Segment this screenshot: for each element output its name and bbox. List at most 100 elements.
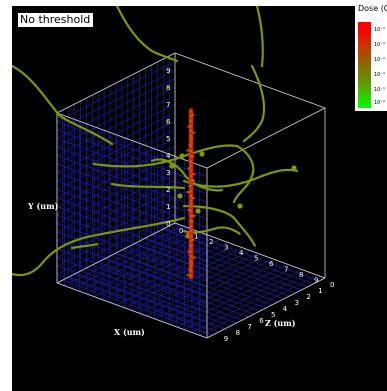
gridline <box>104 258 255 315</box>
secondary-track <box>255 6 264 68</box>
gridline <box>161 261 281 322</box>
primary-track-speckle <box>189 161 193 164</box>
gridline <box>56 163 208 220</box>
gridline <box>154 258 273 320</box>
primary-track <box>186 108 196 280</box>
gridline <box>56 129 208 186</box>
z-tick-label: 5 <box>271 311 275 319</box>
gridline <box>139 252 258 314</box>
y-tick-label: 1 <box>166 203 170 211</box>
track-node <box>237 203 243 209</box>
legend-color-bar <box>358 22 371 108</box>
primary-track-speckle <box>190 262 194 265</box>
primary-track-speckle <box>191 155 195 158</box>
secondary-track <box>12 64 114 146</box>
track-node <box>291 165 297 171</box>
x-tick-label: 7 <box>284 266 288 274</box>
secondary-tracks <box>12 6 299 277</box>
z-tick-label: 9 <box>224 335 228 343</box>
y-tick-label: 2 <box>166 186 170 194</box>
primary-track-speckle <box>191 113 195 116</box>
primary-track-speckle <box>190 137 194 140</box>
gridline <box>56 189 208 245</box>
primary-track-speckle <box>192 131 196 134</box>
primary-track-speckle <box>186 274 190 277</box>
x-tick-label: 1 <box>194 233 198 241</box>
box-edge <box>56 282 208 339</box>
secondary-track <box>12 216 186 277</box>
primary-track-speckle <box>189 119 193 122</box>
y-tick-label: 7 <box>166 101 170 109</box>
primary-track-speckle <box>189 203 193 205</box>
gridline <box>184 269 303 331</box>
legend-tick: 10⁻¹ <box>374 72 386 78</box>
z-tick-label: 7 <box>247 323 251 331</box>
secondary-track <box>232 144 255 204</box>
gridline <box>62 279 214 336</box>
primary-track-speckle <box>187 208 191 211</box>
z-tick-label: 4 <box>283 305 288 313</box>
legend-tick: 10⁻¹ <box>374 87 386 93</box>
y-tick-label: 5 <box>166 135 170 143</box>
x-axis-title: X (um) <box>114 327 145 337</box>
gridline <box>115 252 267 309</box>
box-edge <box>206 277 326 339</box>
primary-track-speckle <box>190 179 194 182</box>
gridline <box>176 266 296 328</box>
y-tick-label: 0 <box>166 220 170 228</box>
legend-tick: 10⁻¹ <box>374 27 386 33</box>
z-tick-label: 3 <box>295 299 299 307</box>
secondary-track <box>242 64 266 143</box>
primary-track-speckle <box>190 220 194 223</box>
primary-track-speckle <box>189 244 193 247</box>
gridline <box>98 261 249 318</box>
y-tick-label: 9 <box>166 67 170 75</box>
secondary-track <box>110 182 186 190</box>
primary-track-speckle <box>186 149 190 152</box>
gridline <box>68 276 219 333</box>
primary-track-speckle <box>192 173 196 176</box>
legend-tick: 10⁻¹ <box>374 100 386 106</box>
gridline <box>56 180 208 237</box>
x-tick-label: 5 <box>254 255 258 263</box>
primary-track-speckle <box>192 214 196 217</box>
gridline <box>56 146 208 203</box>
primary-track-speckle <box>187 167 191 170</box>
primary-track-speckle <box>187 125 191 128</box>
color-legend: Dose (G 10⁻¹ 10⁻¹ 10⁻¹ 10⁻¹ 10⁻¹ 10⁻¹ <box>355 3 387 111</box>
box-edge <box>206 107 326 169</box>
box-edge <box>56 112 208 169</box>
gridline <box>86 267 237 324</box>
primary-track-speckle <box>187 250 191 253</box>
gridline <box>191 272 311 333</box>
primary-track-speckle <box>191 238 195 241</box>
primary-track-speckle <box>186 232 190 235</box>
track-node <box>169 163 175 169</box>
y-tick-label: 3 <box>166 169 170 177</box>
z-tick-label: 0 <box>330 281 334 289</box>
primary-track-speckle <box>188 143 192 146</box>
z-tick-label: 6 <box>259 317 264 325</box>
secondary-track <box>115 6 179 63</box>
x-tick-label: 3 <box>224 244 228 252</box>
x-tick-label: 4 <box>239 249 244 257</box>
gridline <box>109 255 261 312</box>
gridline <box>92 264 243 321</box>
z-axis-title: Z (um) <box>265 318 296 328</box>
x-tick-label: 2 <box>209 238 213 246</box>
threshold-label: No threshold <box>18 13 94 27</box>
gridline <box>56 121 208 177</box>
x-tick-label: 6 <box>269 260 274 268</box>
x-tick-label: 0 <box>179 227 183 235</box>
secondary-track <box>182 168 299 188</box>
gridline <box>56 155 208 211</box>
primary-track-speckle <box>191 197 195 200</box>
primary-track-speckle <box>192 256 196 259</box>
primary-track-speckle <box>186 191 190 194</box>
z-tick-label: 1 <box>318 287 322 295</box>
legend-tick: 10⁻¹ <box>374 57 386 63</box>
box-edge <box>56 222 176 284</box>
